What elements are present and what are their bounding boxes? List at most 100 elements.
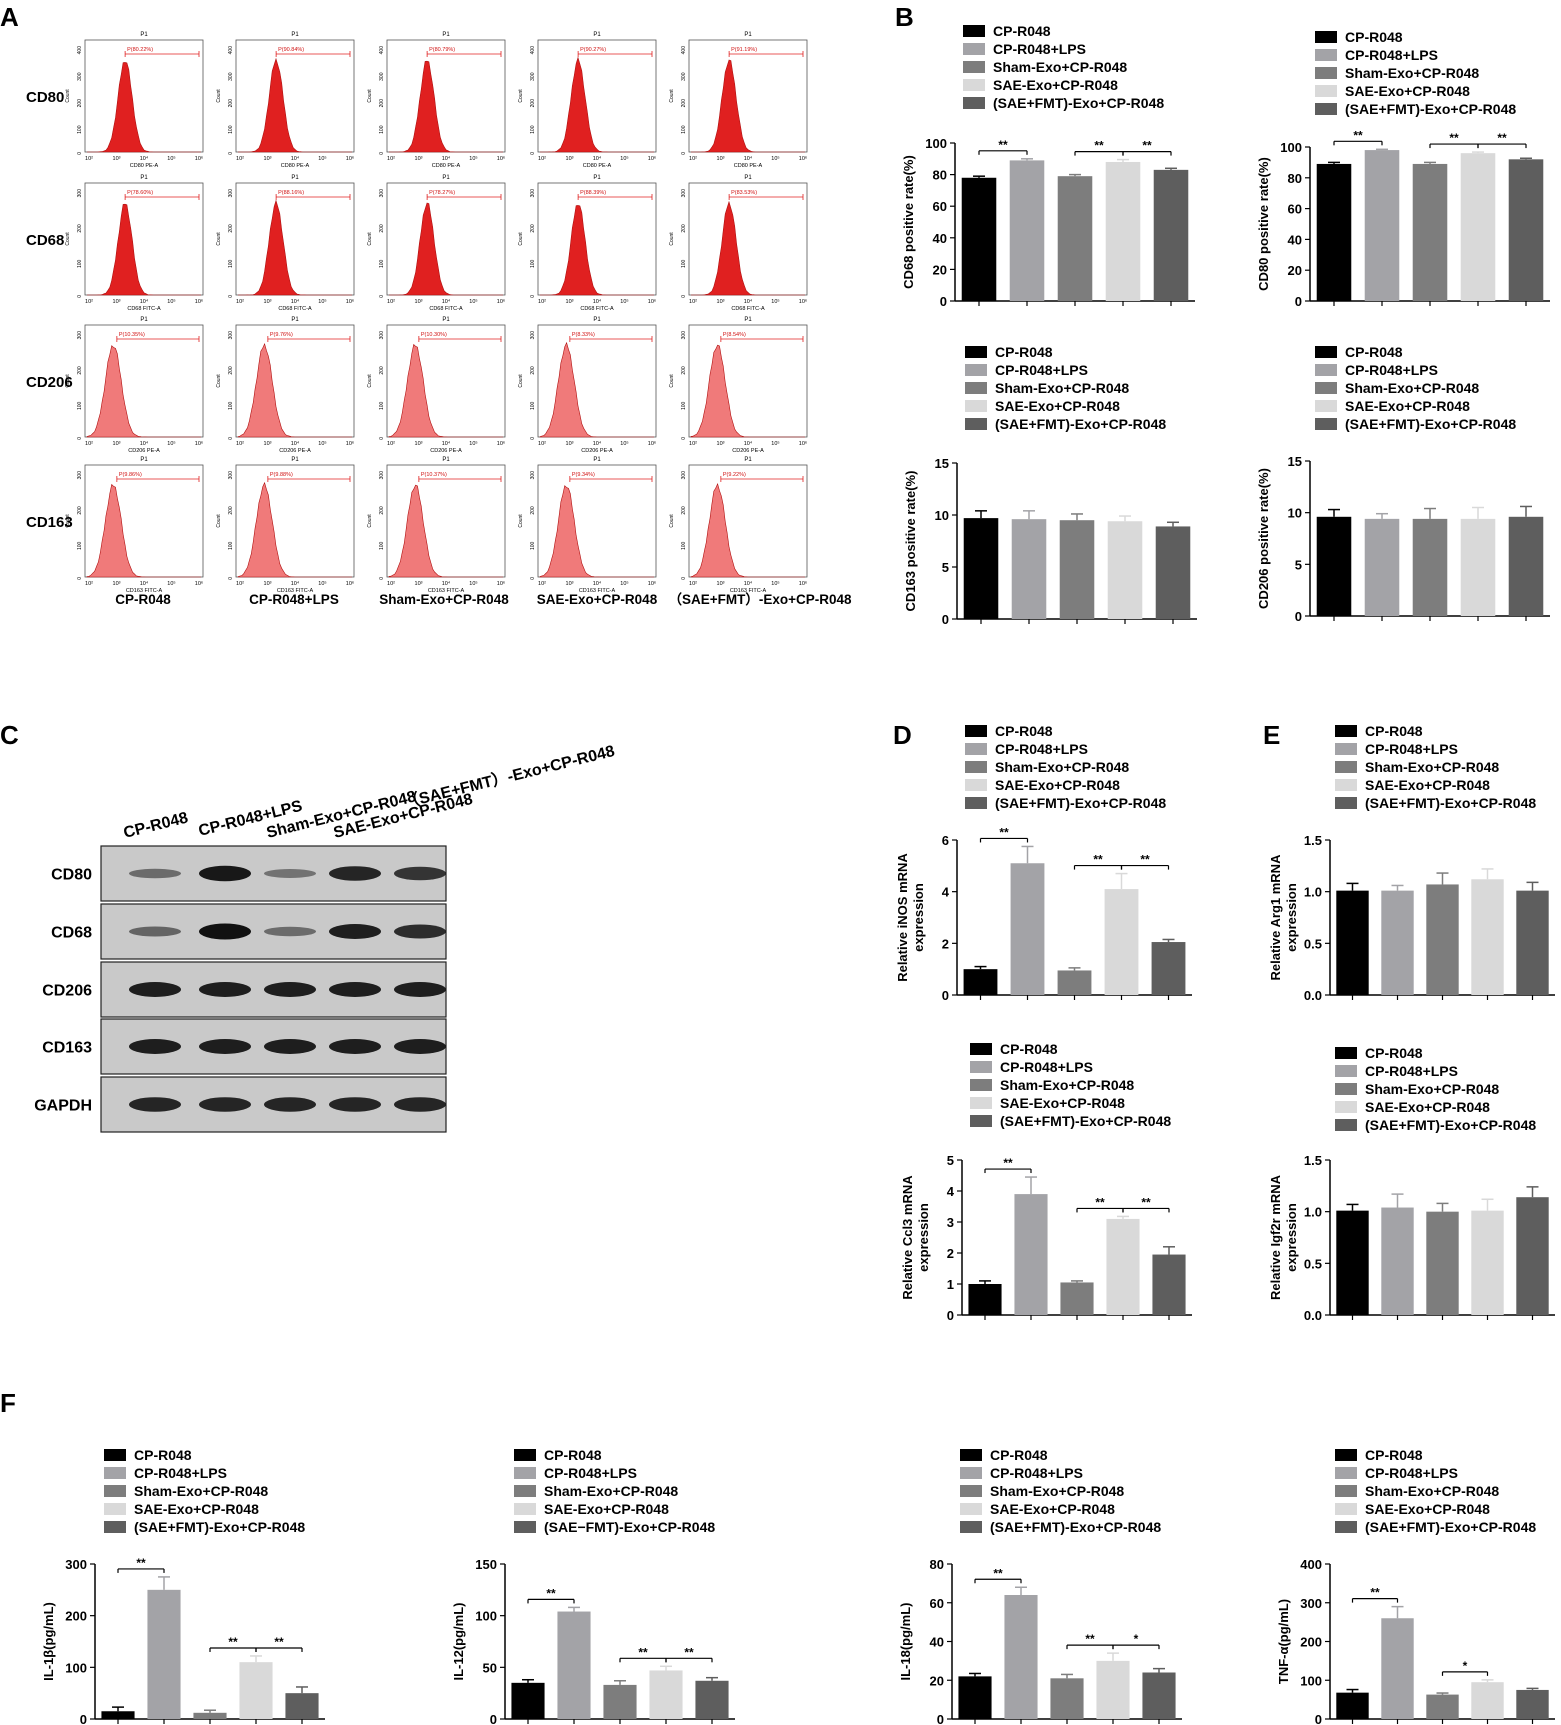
- flow-histogram: P1 0 100 200 300 Count 10² 10³ 10⁴ 10⁵ 10⁶ CD163 FI…: [367, 457, 506, 594]
- blot-band: [264, 982, 316, 997]
- legend-label: CP-R048: [1345, 344, 1403, 360]
- flow-y-tick: 400: [379, 46, 385, 55]
- flow-x-tick: 10⁵: [771, 155, 779, 162]
- flow-y-tick: 200: [77, 366, 83, 375]
- blot-band: [199, 923, 251, 940]
- y-tick-label: 150: [475, 1557, 497, 1572]
- y-tick-label: 15: [1288, 454, 1302, 469]
- flow-x-tick: 10⁵: [620, 298, 628, 305]
- legend-label: CP-R048: [993, 23, 1051, 39]
- bar-chart: CP-R048 CP-R048+LPS Sham-Exo+CP-R048 SAE-Ex…: [1256, 344, 1550, 624]
- flow-x-tick: 10³: [415, 299, 423, 305]
- bar: [1106, 1218, 1140, 1315]
- blot-band: [394, 982, 446, 997]
- flow-x-tick: 10⁴: [140, 298, 149, 305]
- flow-y-tick: 100: [530, 541, 536, 550]
- bar-chart: CP-R048 CP-R048+LPS Sham-Exo+CP-R048 SAE-Ex…: [900, 1041, 1192, 1323]
- flow-y-tick: 300: [77, 471, 83, 480]
- flow-histogram-curve: [87, 203, 201, 296]
- legend-label: (SAE+FMT)-Exo+CP-R048: [995, 795, 1166, 811]
- flow-column-label: （SAE+FMT）-Exo+CP-R048: [668, 592, 852, 607]
- bar: [193, 1712, 227, 1719]
- legend-swatch: [1335, 1485, 1357, 1497]
- flow-frame: [386, 39, 506, 153]
- flow-x-tick: 10⁵: [318, 155, 326, 162]
- legend-label: CP-R048+LPS: [1345, 47, 1438, 63]
- bar: [1460, 518, 1496, 616]
- y-tick-label: 0.0: [1304, 1308, 1322, 1323]
- blot-band: [329, 866, 381, 881]
- y-tick-label: 40: [1288, 232, 1302, 247]
- flow-x-tick: 10⁵: [318, 298, 326, 305]
- legend-label: SAE-Exo+CP-R048: [990, 1501, 1115, 1517]
- y-tick-label: 20: [930, 1673, 944, 1688]
- flow-y-tick: 200: [530, 224, 536, 233]
- flow-histogram: P1 0 100 200 300 Count 10² 10³ 10⁴ 10⁵ 10⁶ CD163 FI…: [669, 457, 808, 594]
- flow-x-tick: 10⁴: [744, 580, 753, 587]
- sig-mark: **: [1370, 1586, 1380, 1600]
- y-tick-label: 3: [947, 1215, 954, 1230]
- sig-mark: **: [1003, 1156, 1013, 1170]
- legend-swatch: [104, 1485, 126, 1497]
- flow-gate-value: P(9.76%): [270, 332, 293, 338]
- legend-label: CP-R048+LPS: [1345, 362, 1438, 378]
- flow-histogram: P1 0 100 200 300 Count 10² 10³ 10⁴ 10⁵ 10⁶ CD68 FIT…: [216, 175, 355, 312]
- flow-y-tick: 0: [530, 437, 536, 440]
- flow-histogram: P1 0 100 200 300 Count 10² 10³ 10⁴ 10⁵ 10⁶ CD68 FIT…: [65, 175, 204, 312]
- legend-label: (SAE+FMT)-Exo+CP-R048: [1365, 795, 1536, 811]
- bar: [1011, 519, 1047, 619]
- flow-y-tick: 0: [681, 577, 687, 580]
- flow-y-tick: 0: [681, 295, 687, 298]
- y-axis-label: CD206 positive rate(%): [1256, 468, 1271, 609]
- sig-mark: **: [638, 1645, 648, 1659]
- legend-swatch: [965, 761, 987, 773]
- bar: [1336, 890, 1369, 995]
- legend-label: (SAE+FMT)-Exo+CP-R048: [990, 1519, 1161, 1535]
- y-tick-label: 4: [942, 885, 950, 900]
- flow-x-tick: 10⁶: [497, 298, 505, 305]
- legend-label: Sham-Exo+CP-R048: [995, 380, 1129, 396]
- flow-frame: [386, 182, 506, 296]
- flow-histogram-curve: [388, 343, 503, 438]
- flow-histogram-curve: [238, 199, 352, 296]
- flow-x-tick: 10³: [566, 441, 574, 447]
- blot-band: [129, 1039, 181, 1054]
- flow-x-tick: 10⁶: [346, 298, 354, 305]
- blot-band: [264, 926, 316, 937]
- flow-x-axis-label: CD163 FITC-A: [579, 588, 616, 594]
- flow-x-tick: 10⁵: [167, 580, 175, 587]
- flow-x-tick: 10³: [264, 581, 272, 587]
- legend-label: SAE-Exo+CP-R048: [1365, 777, 1490, 793]
- sig-mark: **: [1140, 853, 1150, 867]
- y-tick-label: 10: [935, 508, 949, 523]
- y-axis-label: Relative Ccl3 mRNA: [900, 1175, 915, 1300]
- flow-x-tick: 10³: [566, 581, 574, 587]
- flow-x-tick: 10⁵: [318, 440, 326, 447]
- y-tick-label: 0: [942, 612, 949, 627]
- flow-y-tick: 400: [681, 46, 687, 55]
- flow-y-tick: 100: [530, 125, 536, 134]
- flow-frame: [688, 182, 808, 296]
- y-tick-label: 60: [930, 1596, 944, 1611]
- legend-swatch: [1335, 725, 1357, 737]
- flow-y-tick: 0: [228, 437, 234, 440]
- legend-label: SAE-Exo+CP-R048: [1365, 1099, 1490, 1115]
- legend-label: Sham-Exo+CP-R048: [134, 1483, 268, 1499]
- y-tick-label: 0: [1295, 609, 1302, 624]
- sig-mark: **: [1094, 139, 1104, 153]
- flow-x-tick: 10³: [415, 581, 423, 587]
- legend-swatch: [965, 400, 987, 412]
- flow-y-tick: 100: [77, 259, 83, 268]
- legend-swatch: [1315, 49, 1337, 61]
- flow-gate-value: P(9.86%): [119, 472, 142, 478]
- legend-swatch: [104, 1467, 126, 1479]
- flow-x-axis-label: CD68 FITC-A: [731, 306, 765, 312]
- flow-y-tick: 200: [77, 99, 83, 108]
- flow-x-tick: 10⁶: [497, 580, 505, 587]
- flow-x-tick: 10²: [236, 156, 244, 162]
- flow-column-label: Sham-Exo+CP-R048: [379, 592, 509, 607]
- flow-x-tick: 10³: [415, 441, 423, 447]
- bar: [649, 1670, 683, 1719]
- flow-x-tick: 10³: [717, 156, 725, 162]
- flow-x-tick: 10⁶: [799, 580, 807, 587]
